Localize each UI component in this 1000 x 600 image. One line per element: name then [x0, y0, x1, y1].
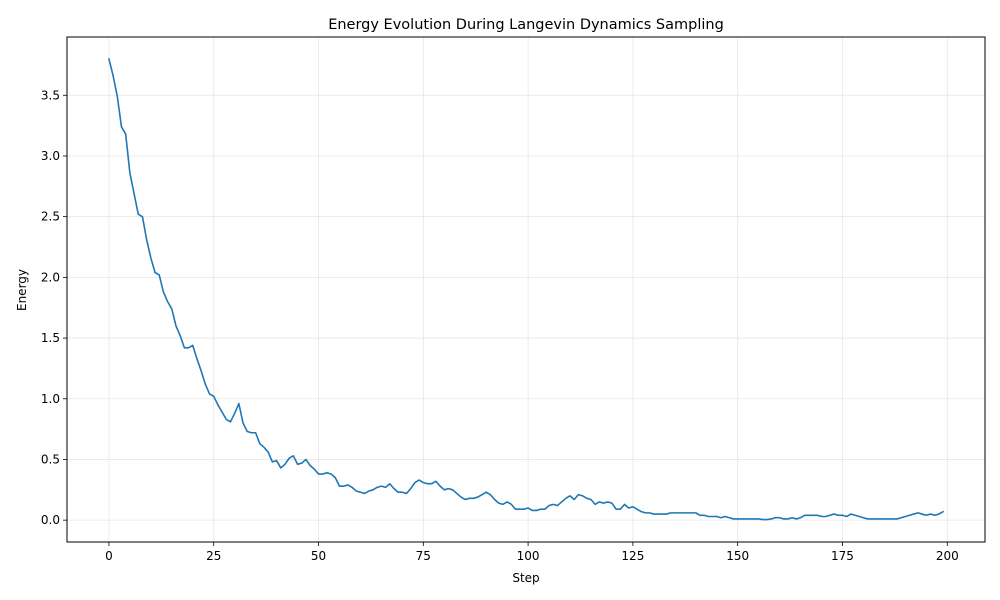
y-tick-label: 3.5	[41, 88, 60, 102]
x-tick-label: 200	[936, 549, 959, 563]
plot-frame	[66, 36, 986, 543]
y-tick-label: 2.5	[41, 210, 60, 224]
y-tick-label: 1.0	[41, 392, 60, 406]
x-tick-label: 175	[831, 549, 854, 563]
x-tick-label: 75	[416, 549, 431, 563]
y-tick-label: 2.0	[41, 270, 60, 284]
x-axis-ticks: 0 25 50 75 100 125 150 175 200	[105, 542, 959, 563]
x-tick-label: 50	[311, 549, 326, 563]
y-axis-label: Energy	[15, 269, 29, 311]
x-tick-label: 150	[726, 549, 749, 563]
x-tick-label: 125	[621, 549, 644, 563]
y-tick-label: 3.0	[41, 149, 60, 163]
x-axis-label: Step	[512, 571, 539, 585]
x-tick-label: 25	[206, 549, 221, 563]
x-tick-label: 0	[105, 549, 113, 563]
x-tick-label: 100	[517, 549, 540, 563]
y-axis-ticks: 0.0 0.5 1.0 1.5 2.0 2.5 3.0 3.5	[41, 88, 67, 527]
y-tick-label: 1.5	[41, 331, 60, 345]
series-line-energy	[108, 58, 944, 521]
y-tick-label: 0.0	[41, 513, 60, 527]
y-tick-label: 0.5	[41, 452, 60, 466]
chart-title: Energy Evolution During Langevin Dynamic…	[328, 17, 724, 33]
grid	[67, 37, 985, 542]
line-layer	[108, 58, 944, 521]
